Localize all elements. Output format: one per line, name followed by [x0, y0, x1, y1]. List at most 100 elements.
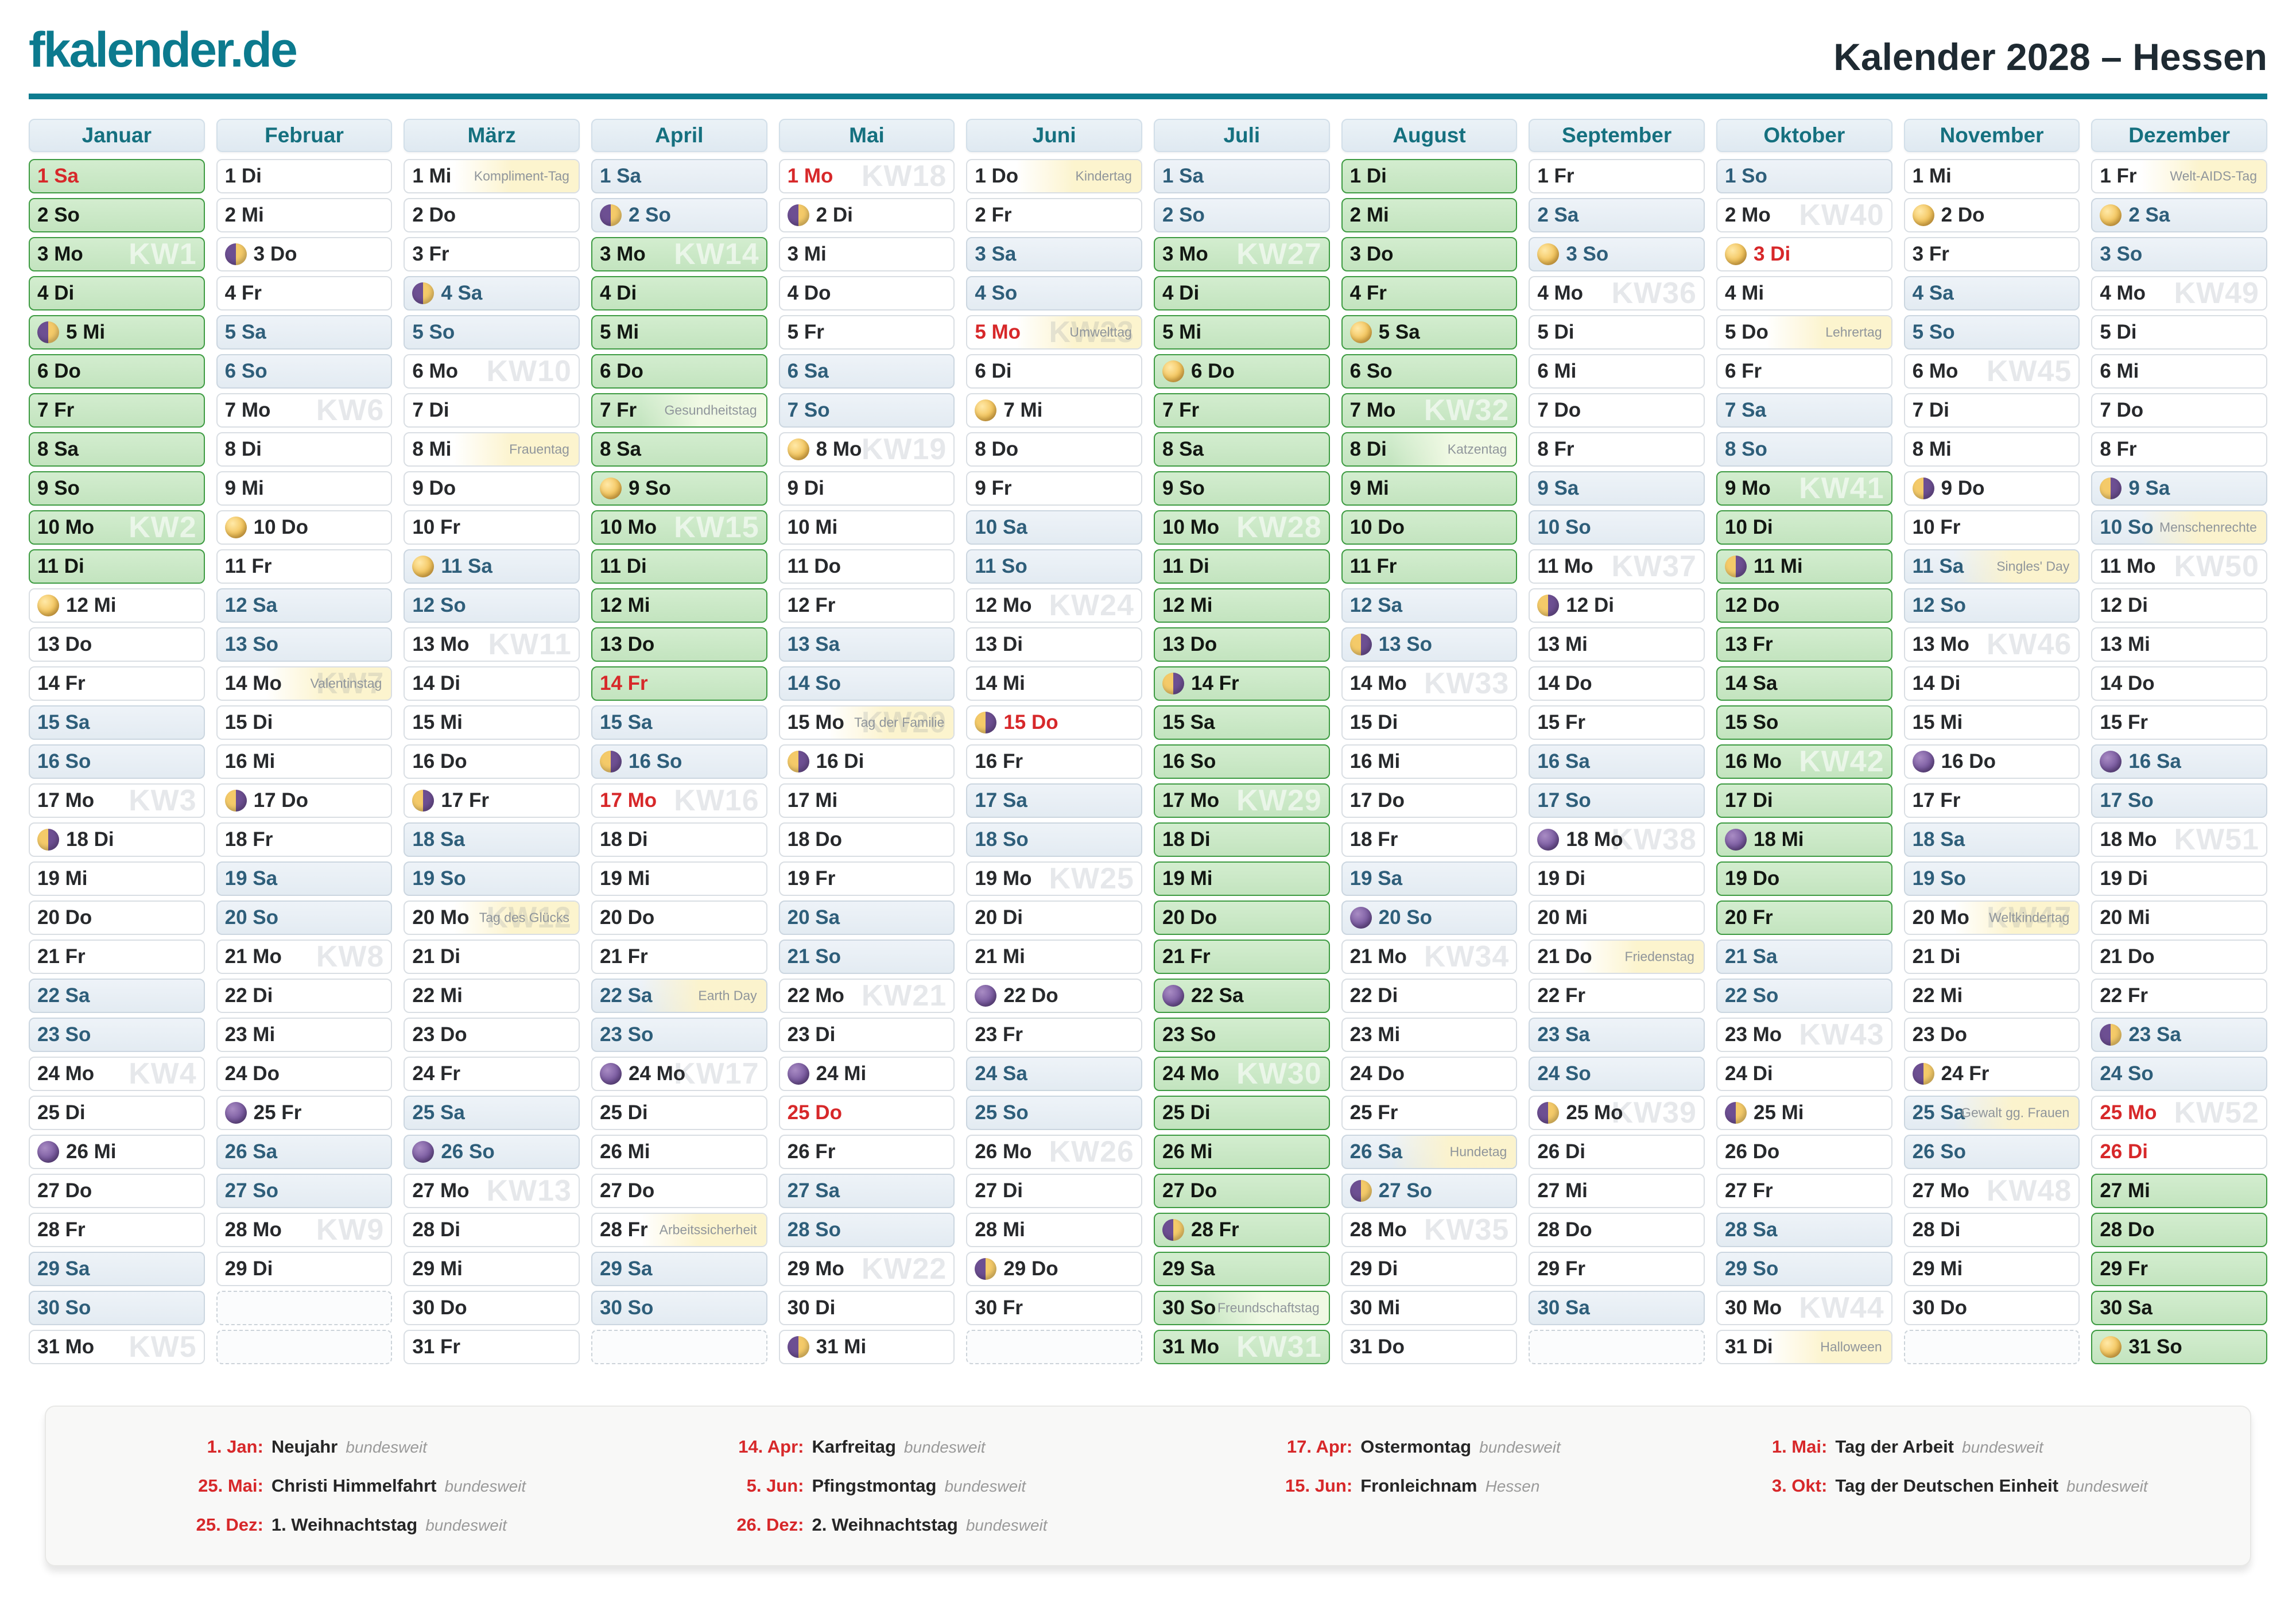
- day-cell: 21 Do Friedenstag: [1529, 940, 1705, 974]
- day-label: 10 Mo: [37, 516, 95, 538]
- day-label: 26 Fr: [787, 1140, 836, 1163]
- day-cell: 1 Di: [216, 159, 393, 193]
- day-label: 21 Di: [1912, 945, 1961, 968]
- calendar-week-watermark: KW25: [1049, 862, 1134, 895]
- day-cell: 3 Do: [216, 237, 393, 271]
- last-quarter-moon-icon: [2100, 478, 2122, 499]
- day-label: 18 Fr: [224, 828, 273, 851]
- day-cell: 7 Fr Gesundheitstag: [591, 393, 767, 428]
- empty-day-cell: [1529, 1330, 1705, 1364]
- day-cell: 13 Mi: [1529, 627, 1705, 662]
- day-label: 27 Do: [599, 1179, 655, 1202]
- day-label: 18 Do: [787, 828, 842, 851]
- day-cell: 5 So: [1903, 315, 2080, 350]
- day-cell: 23 So: [591, 1018, 767, 1052]
- day-label: 18 Mo: [2100, 828, 2157, 851]
- holiday-date: 1. Mai:: [1771, 1437, 1828, 1457]
- day-cell: 24 Do: [216, 1057, 393, 1091]
- day-cell: 2 So: [29, 198, 205, 232]
- holiday-legend-entry: 25. Dez: 1. Weihnachtstag bundesweit: [177, 1515, 526, 1535]
- day-cell: 15 Sa: [29, 705, 205, 740]
- day-label: 1 Fr: [2100, 165, 2137, 187]
- day-cell: 5 Mi: [1153, 315, 1330, 350]
- day-cell: 4 Di: [591, 276, 767, 310]
- month-header: Februar: [216, 119, 393, 152]
- day-label: 5 Mo: [975, 321, 1021, 343]
- day-cell: 11 Fr: [1341, 549, 1518, 584]
- day-cell: 4 Mi: [1716, 276, 1892, 310]
- calendar-week-watermark: KW21: [861, 979, 947, 1012]
- day-label: 28 Mo: [224, 1218, 282, 1241]
- new-moon-icon: [975, 985, 997, 1007]
- day-label: 9 Do: [412, 477, 456, 499]
- calendar-week-watermark: KW10: [486, 355, 572, 388]
- day-cell: 2 Sa: [2091, 198, 2267, 232]
- calendar-week-watermark: KW42: [1799, 745, 1884, 778]
- day-label: 13 Mo: [1912, 633, 1969, 655]
- day-cell: 31 Fr: [404, 1330, 580, 1364]
- day-cell: 3 Mo KW27: [1153, 237, 1330, 271]
- day-label: 22 So: [1724, 984, 1779, 1007]
- day-label: 12 Sa: [1349, 594, 1403, 616]
- day-label: 20 Sa: [787, 906, 840, 929]
- special-day-note: Tag der Familie: [854, 715, 945, 730]
- day-label: 14 Do: [1537, 672, 1592, 694]
- day-cell: 17 Do: [216, 783, 393, 818]
- month-header: April: [591, 119, 767, 152]
- day-cell: 28 Fr: [29, 1213, 205, 1247]
- day-cell: 7 So: [778, 393, 955, 428]
- day-label: 23 Mo: [1724, 1023, 1782, 1046]
- day-label: 21 Fr: [37, 945, 86, 968]
- holiday-legend-entry: 3. Okt: Tag der Deutschen Einheit bundeswe…: [1741, 1476, 2148, 1496]
- calendar-week-watermark: KW40: [1799, 199, 1884, 232]
- day-cell: 26 Fr: [778, 1135, 955, 1169]
- day-cell: 12 So: [1903, 588, 2080, 623]
- site-logo[interactable]: fkalender.de: [29, 22, 298, 77]
- day-label: 1 Mo: [787, 165, 833, 187]
- day-label: 1 Mi: [412, 165, 452, 187]
- calendar-week-watermark: KW43: [1799, 1018, 1884, 1051]
- day-label: 31 Do: [1349, 1336, 1405, 1358]
- day-label: 29 Do: [1003, 1257, 1058, 1280]
- day-cell: 29 Sa: [591, 1252, 767, 1286]
- day-cell: 16 So: [591, 744, 767, 779]
- day-label: 23 Do: [412, 1023, 467, 1046]
- day-cell: 22 Fr: [2091, 979, 2267, 1013]
- day-label: 20 So: [1378, 906, 1433, 929]
- day-label: 6 Mo: [1912, 360, 1958, 382]
- day-cell: 8 Do: [966, 432, 1142, 467]
- day-cell: 26 Sa Hundetag: [1341, 1135, 1518, 1169]
- day-label: 5 Sa: [224, 321, 266, 343]
- day-cell: 23 Mo KW43: [1716, 1018, 1892, 1052]
- day-label: 16 So: [37, 750, 91, 773]
- legend-column: 17. Apr: Ostermontag bundesweit 15. Jun: Fro…: [1266, 1437, 1561, 1535]
- day-cell: 31 Mo KW31: [1153, 1330, 1330, 1364]
- day-cell: 16 So: [1153, 744, 1330, 779]
- day-label: 11 Di: [1162, 555, 1209, 577]
- day-label: 21 Mo: [1349, 945, 1407, 968]
- day-label: 19 Fr: [787, 867, 836, 890]
- day-cell: 18 Di: [1153, 822, 1330, 857]
- day-label: 7 Fr: [1162, 399, 1200, 421]
- day-cell: 29 Di: [216, 1252, 393, 1286]
- holiday-date: 25. Dez:: [196, 1515, 263, 1535]
- day-label: 13 Fr: [1724, 633, 1773, 655]
- first-quarter-moon-icon: [599, 204, 622, 226]
- day-cell: 14 Fr: [29, 666, 205, 701]
- holiday-legend-entry: 25. Mai: Christi Himmelfahrt bundesweit: [177, 1476, 526, 1496]
- day-label: 21 Do: [2100, 945, 2155, 968]
- calendar-week-watermark: KW45: [1986, 355, 2072, 388]
- day-label: 7 Mo: [224, 399, 271, 421]
- day-cell: 2 Fr: [966, 198, 1142, 232]
- day-label: 14 Fr: [599, 672, 648, 694]
- day-label: 20 Do: [599, 906, 655, 929]
- day-cell: 20 So: [216, 900, 393, 935]
- day-label: 18 Fr: [1349, 828, 1398, 851]
- day-label: 27 Do: [37, 1179, 92, 1202]
- first-quarter-moon-icon: [2100, 1024, 2122, 1046]
- day-label: 14 Fr: [37, 672, 86, 694]
- day-label: 6 Do: [37, 360, 81, 382]
- calendar-week-watermark: KW46: [1986, 628, 2072, 661]
- new-moon-icon: [1349, 907, 1372, 929]
- day-label: 12 Mo: [975, 594, 1032, 616]
